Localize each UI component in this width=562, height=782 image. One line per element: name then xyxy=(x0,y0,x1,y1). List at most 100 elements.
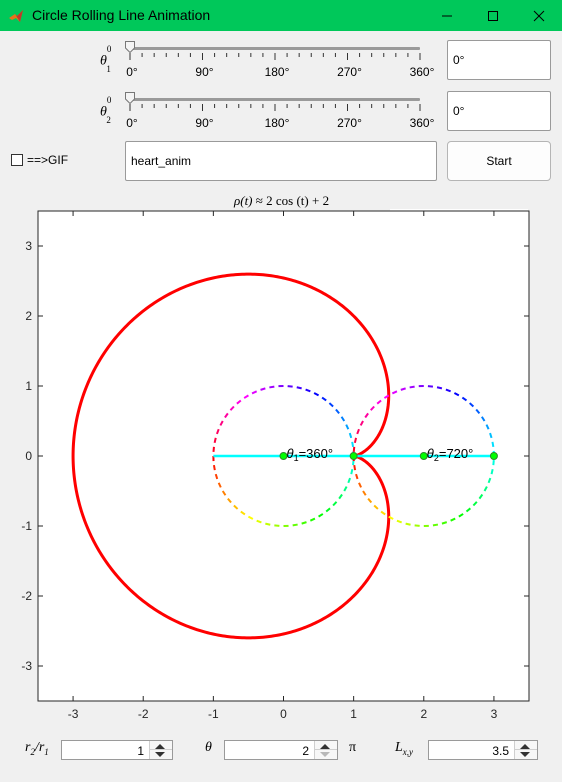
theta2-slider-ticks xyxy=(129,104,421,111)
fixed-circle-segment xyxy=(335,408,340,415)
fixed-circle-segment xyxy=(260,387,266,391)
gif-checkbox[interactable] xyxy=(11,154,23,166)
radius-ratio-spinner[interactable]: 1 xyxy=(61,740,173,760)
slider-tick-label: 360° xyxy=(409,65,435,79)
fixed-circle-segment xyxy=(292,523,298,527)
angle-annotation: θ2=720° xyxy=(427,446,474,463)
rolling-circle-segment xyxy=(485,424,490,430)
rolling-circle-segment xyxy=(409,385,415,389)
data-point xyxy=(489,452,498,460)
axis-limit-value: 3.5 xyxy=(492,744,509,758)
rolling-circle-segment xyxy=(400,387,406,391)
axis-limit-arrows[interactable] xyxy=(514,741,537,759)
fixed-circle-segment xyxy=(256,519,262,524)
theta2-value-field[interactable]: 0° xyxy=(447,91,551,131)
rolling-circle-segment xyxy=(483,486,488,492)
maximize-button[interactable] xyxy=(470,0,516,31)
increment-icon[interactable] xyxy=(320,744,330,749)
theta1-slider-track[interactable] xyxy=(130,47,420,50)
increment-icon[interactable] xyxy=(155,744,165,749)
theta-label: θ xyxy=(205,740,212,755)
rolling-circle-segment xyxy=(487,477,492,484)
slider-tick-label: 0° xyxy=(126,65,138,79)
fixed-circle-segment xyxy=(229,405,235,411)
data-point xyxy=(419,452,428,460)
plot-area[interactable]: -3 -2 -1 0 1 2 3 -3 -2 -1 0 1 2 3 θ1=360° θ2=720° xyxy=(0,31,562,731)
close-button[interactable] xyxy=(516,0,562,31)
theta-spinner[interactable]: 2 xyxy=(224,740,338,760)
fixed-circle-segment xyxy=(214,473,219,480)
rolling-circle-segment xyxy=(469,402,475,408)
fixed-circle-segment xyxy=(351,441,355,448)
y-tick-label: -3 xyxy=(21,659,32,673)
theta2-slider-track[interactable] xyxy=(130,98,420,101)
fixed-circle-segment xyxy=(217,482,222,488)
axis-limit-label: Lx,y xyxy=(395,740,414,757)
gif-filename-field[interactable]: heart_anim xyxy=(125,141,437,181)
decrement-icon[interactable] xyxy=(520,752,530,757)
fixed-circle-segment xyxy=(347,477,352,484)
rolling-circle-segment xyxy=(445,388,451,393)
fixed-circle-segment xyxy=(233,504,239,510)
start-button[interactable]: Start xyxy=(447,141,551,181)
close-icon xyxy=(533,10,545,21)
rolling-circle-segment xyxy=(367,497,373,504)
fixed-circle-segment xyxy=(247,515,254,520)
theta2-initial-label: θ02 xyxy=(100,95,112,126)
rolling-circle-segment xyxy=(353,437,358,444)
rolling-circle-segment xyxy=(396,519,403,524)
y-tick-label: -2 xyxy=(21,589,32,603)
increment-icon[interactable] xyxy=(520,744,530,749)
rolling-circle-segment xyxy=(388,515,394,520)
fixed-circle-segment xyxy=(296,386,302,390)
rolling-circle-segment xyxy=(383,394,390,399)
fixed-circle-segment xyxy=(251,390,258,395)
x-tick-label: 3 xyxy=(491,707,498,721)
fixed-circle-segment xyxy=(240,510,246,516)
fixed-circle-segment xyxy=(269,385,275,389)
fixed-circle-segment xyxy=(212,464,216,471)
fixed-circle-segment xyxy=(221,490,227,496)
rolling-circle-segment xyxy=(355,473,359,480)
rolling-circle-segment xyxy=(362,490,367,496)
minimize-button[interactable] xyxy=(424,0,470,31)
rolling-circle-segment xyxy=(436,386,443,390)
data-point xyxy=(349,452,358,460)
fixed-circle-segment xyxy=(321,396,327,402)
maximize-icon xyxy=(488,10,498,21)
slider-tick-label: 180° xyxy=(264,65,290,79)
radius-ratio-arrows[interactable] xyxy=(149,741,172,759)
axis-limit-spinner[interactable]: 3.5 xyxy=(428,740,538,760)
theta-arrows[interactable] xyxy=(314,741,337,759)
window-title: Circle Rolling Line Animation xyxy=(32,7,211,23)
slider-tick-label: 90° xyxy=(195,116,214,130)
rolling-circle-segment xyxy=(453,392,460,397)
theta1-value-field[interactable]: 0° xyxy=(447,40,551,80)
decrement-icon[interactable] xyxy=(155,752,165,757)
rolling-circle-segment xyxy=(472,501,478,507)
slider-tick-label: 270° xyxy=(337,65,362,79)
x-tick-label: 2 xyxy=(420,707,427,721)
y-tick-label: 1 xyxy=(25,379,32,393)
y-tick-label: 0 xyxy=(25,449,32,463)
theta1-slider-thumb[interactable] xyxy=(125,41,135,53)
angle-annotation: θ1=360° xyxy=(287,446,334,463)
rolling-circle-segment xyxy=(465,507,472,513)
theta1-slider-ticks xyxy=(129,53,421,60)
y-tick-label: 2 xyxy=(25,309,32,323)
fixed-circle-segment xyxy=(215,428,220,435)
fixed-circle-segment xyxy=(328,402,334,408)
rolling-circle-segment xyxy=(458,513,464,518)
fixed-circle-segment xyxy=(236,399,242,405)
slider-tick-label: 360° xyxy=(409,116,435,130)
theta2-slider-thumb[interactable] xyxy=(125,92,135,104)
x-tick-label: -2 xyxy=(138,707,149,721)
plot-series: θ1=360° θ2=720° xyxy=(71,272,498,640)
rolling-circle-segment xyxy=(461,396,468,402)
rolling-circle-segment xyxy=(450,517,456,522)
plot-title: ρ(t) ≈ 2 cos (t) + 2 xyxy=(234,193,330,208)
rolling-circle-segment xyxy=(380,510,386,516)
fixed-circle-segment xyxy=(301,521,307,525)
figure-panel: θ01 0° 90° 180° 270° 360° 0° θ02 0° 90° 180° 27… xyxy=(0,31,562,782)
slider-tick-label: 270° xyxy=(337,116,362,130)
